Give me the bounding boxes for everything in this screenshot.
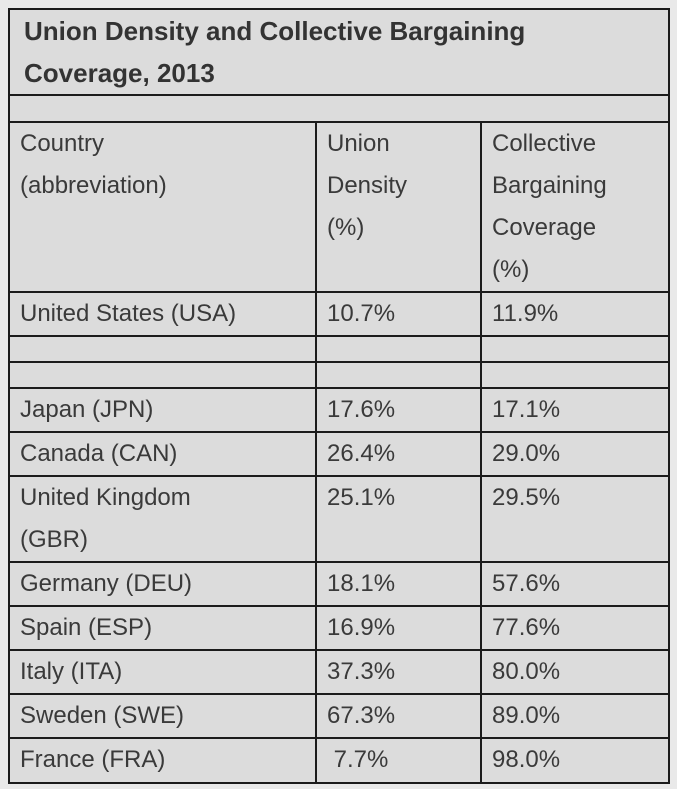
coverage-cell: 89.0% bbox=[479, 693, 671, 739]
table-row-sweden: Sweden (SWE) 67.3% 89.0% bbox=[8, 693, 671, 739]
empty-row bbox=[8, 361, 671, 389]
country-cell: United Kingdom (GBR) bbox=[8, 475, 317, 563]
empty-row bbox=[8, 335, 671, 363]
table-title-row: Union Density and Collective Bargaining … bbox=[7, 8, 671, 96]
coverage-cell bbox=[479, 361, 671, 389]
coverage-cell: 77.6% bbox=[479, 605, 671, 651]
country-cell bbox=[8, 361, 317, 389]
country-cell: Spain (ESP) bbox=[8, 605, 317, 651]
coverage-cell: 17.1% bbox=[479, 387, 671, 433]
coverage-cell: 98.0% bbox=[479, 737, 671, 784]
country-cell: Germany (DEU) bbox=[8, 561, 317, 607]
table-row-canada: Canada (CAN) 26.4% 29.0% bbox=[8, 431, 671, 477]
table-header-row: Country (abbreviation) Union Density (%)… bbox=[8, 121, 671, 293]
table-row-france: France (FRA) 7.7% 98.0% bbox=[8, 737, 671, 784]
country-cell: Canada (CAN) bbox=[8, 431, 317, 477]
union-density-cell bbox=[315, 335, 482, 363]
table-row-uk: United Kingdom (GBR) 25.1% 29.5% bbox=[8, 475, 671, 563]
union-density-cell: 26.4% bbox=[315, 431, 482, 477]
union-density-cell bbox=[315, 361, 482, 389]
table-row-usa: United States (USA) 10.7% 11.9% bbox=[8, 291, 671, 337]
table-row-germany: Germany (DEU) 18.1% 57.6% bbox=[8, 561, 671, 607]
union-density-cell: 18.1% bbox=[315, 561, 482, 607]
column-header-coverage: Collective Bargaining Coverage (%) bbox=[479, 121, 671, 293]
coverage-cell bbox=[479, 335, 671, 363]
title-spacer-row bbox=[7, 94, 671, 123]
coverage-cell: 29.5% bbox=[479, 475, 671, 563]
coverage-cell: 57.6% bbox=[479, 561, 671, 607]
country-cell: Italy (ITA) bbox=[8, 649, 317, 695]
country-cell: France (FRA) bbox=[8, 737, 317, 784]
union-density-cell: 7.7% bbox=[315, 737, 482, 784]
coverage-cell: 11.9% bbox=[479, 291, 671, 337]
column-header-country: Country (abbreviation) bbox=[8, 121, 317, 293]
table-row-italy: Italy (ITA) 37.3% 80.0% bbox=[8, 649, 671, 695]
union-density-cell: 17.6% bbox=[315, 387, 482, 433]
union-density-cell: 10.7% bbox=[315, 291, 482, 337]
union-density-cell: 37.3% bbox=[315, 649, 482, 695]
coverage-cell: 80.0% bbox=[479, 649, 671, 695]
country-cell: Japan (JPN) bbox=[8, 387, 317, 433]
table-row-spain: Spain (ESP) 16.9% 77.6% bbox=[8, 605, 671, 651]
country-cell: United States (USA) bbox=[8, 291, 317, 337]
union-density-cell: 16.9% bbox=[315, 605, 482, 651]
column-header-union-density: Union Density (%) bbox=[315, 121, 482, 293]
union-density-table: Union Density and Collective Bargaining … bbox=[7, 8, 671, 784]
union-density-cell: 25.1% bbox=[315, 475, 482, 563]
table-row-japan: Japan (JPN) 17.6% 17.1% bbox=[8, 387, 671, 433]
country-cell: Sweden (SWE) bbox=[8, 693, 317, 739]
country-cell bbox=[8, 335, 317, 363]
table-title: Union Density and Collective Bargaining … bbox=[7, 8, 671, 96]
union-density-cell: 67.3% bbox=[315, 693, 482, 739]
coverage-cell: 29.0% bbox=[479, 431, 671, 477]
title-spacer-cell bbox=[7, 94, 671, 123]
